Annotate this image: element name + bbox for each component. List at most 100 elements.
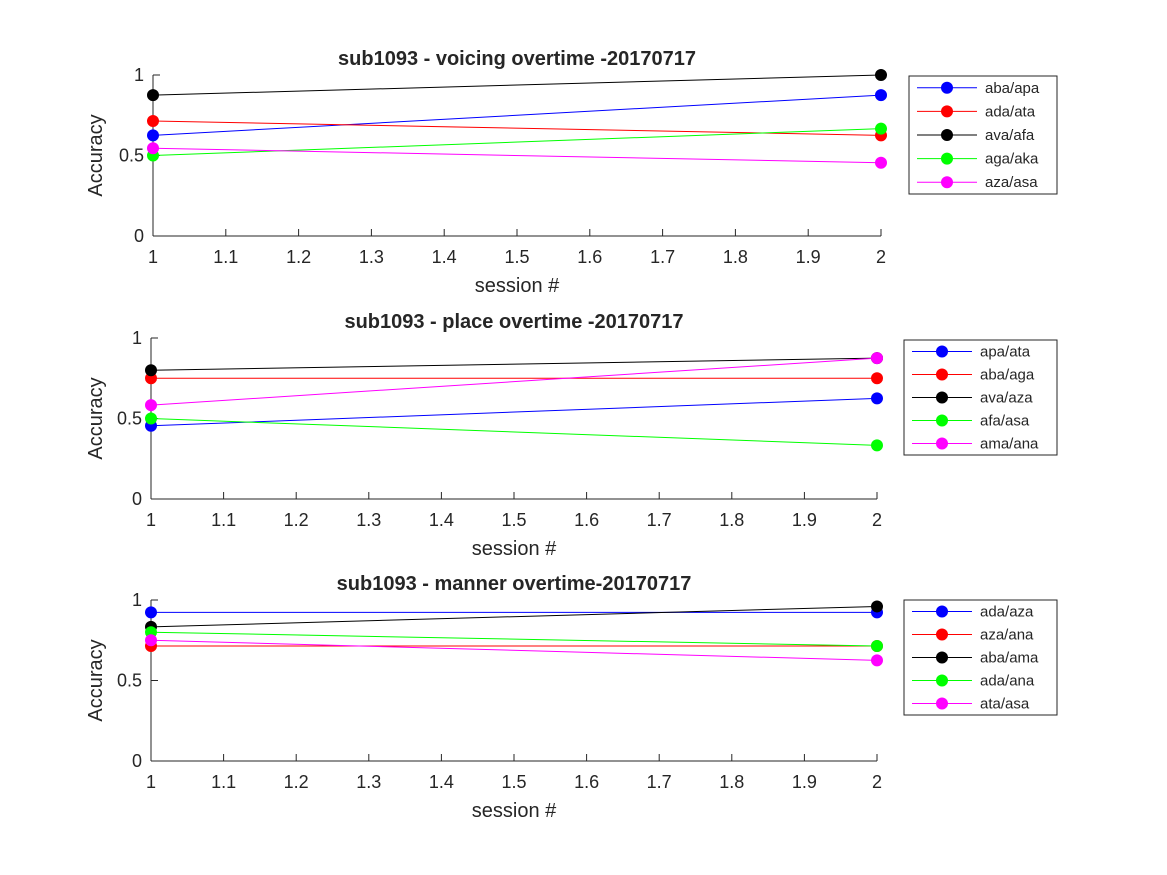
legend-label: aba/aga xyxy=(980,367,1035,384)
chart-title: sub1093 - voicing overtime -20170717 xyxy=(338,48,696,70)
series-line-ata/asa xyxy=(150,639,878,661)
series-line-aga/aka xyxy=(152,128,882,156)
data-point-afa/asa xyxy=(145,412,157,425)
x-tick-label: 1.5 xyxy=(501,772,526,792)
legend-label: ava/aza xyxy=(980,390,1033,407)
data-point-ada/aza xyxy=(145,606,157,619)
legend-swatch-marker xyxy=(936,651,948,664)
legend-label: ava/afa xyxy=(985,127,1035,144)
x-tick-label: 2 xyxy=(872,510,882,530)
chart-panel-2: 1 1.1 1.2 1.3 1.4 1.5 1.6 1.7 1.8 1.9 2 0 0.5 1 sub109… xyxy=(85,311,1058,560)
data-point-ata/asa xyxy=(145,634,157,647)
data-point-ada/ata xyxy=(147,115,159,128)
series-line-ada/ata xyxy=(152,120,882,136)
legend-swatch-marker xyxy=(941,176,953,189)
legend-swatch-marker xyxy=(936,674,948,687)
x-axis-label: session # xyxy=(475,275,560,297)
legend-swatch-marker xyxy=(941,152,953,165)
y-tick-label: 0.5 xyxy=(117,671,142,691)
x-tick-label: 1.9 xyxy=(792,510,817,530)
data-point-ata/asa xyxy=(871,654,883,667)
legend-swatch-marker xyxy=(936,628,948,641)
data-point-ama/ana xyxy=(145,399,157,412)
series-line-ada/ana xyxy=(150,631,878,647)
y-axis-label: Accuracy xyxy=(85,377,107,459)
chart-panel-1: 1 1.1 1.2 1.3 1.4 1.5 1.6 1.7 1.8 1.9 2 0 0.5 1 sub109… xyxy=(85,48,1058,297)
x-tick-label: 1.7 xyxy=(647,510,672,530)
legend-swatch-marker xyxy=(936,697,948,710)
legend-label: aga/aka xyxy=(985,151,1039,168)
data-point-ava/afa xyxy=(147,89,159,102)
legend-swatch-marker xyxy=(941,105,953,118)
chart-title: sub1093 - manner overtime-20170717 xyxy=(337,573,692,595)
y-tick-label: 0.5 xyxy=(119,146,144,166)
x-tick-label: 1.4 xyxy=(429,510,454,530)
data-point-ada/ana xyxy=(871,640,883,653)
legend-swatch-marker xyxy=(941,129,953,141)
data-point-ama/ana xyxy=(871,352,883,365)
y-tick-label: 0.5 xyxy=(117,409,142,429)
series-line-ava/afa xyxy=(152,74,882,96)
x-tick-label: 1.2 xyxy=(286,247,311,267)
legend-label: aba/apa xyxy=(985,80,1040,97)
x-tick-label: 1.3 xyxy=(356,772,381,792)
data-point-afa/asa xyxy=(871,439,883,452)
x-tick-label: 1.7 xyxy=(647,772,672,792)
chart-panel-3: 1 1.1 1.2 1.3 1.4 1.5 1.6 1.7 1.8 1.9 2 0 0.5 1 sub109… xyxy=(85,573,1058,822)
y-tick-label: 0 xyxy=(132,751,142,771)
x-tick-label: 1.1 xyxy=(211,772,236,792)
data-point-apa/ata xyxy=(871,392,883,405)
data-point-aga/aka xyxy=(875,122,887,135)
legend-label: ada/aza xyxy=(980,604,1034,621)
legend-label: ada/ana xyxy=(980,673,1035,690)
x-tick-label: 1.7 xyxy=(650,247,675,267)
x-tick-label: 1.6 xyxy=(574,772,599,792)
data-point-aba/aga xyxy=(871,372,883,385)
series-line-ama/ana xyxy=(150,357,878,406)
series-line-afa/asa xyxy=(150,418,878,446)
legend-swatch-marker xyxy=(941,81,953,94)
legend-label: ada/ata xyxy=(985,103,1036,120)
x-tick-label: 1 xyxy=(146,772,156,792)
x-tick-label: 1 xyxy=(148,247,158,267)
legend-swatch-marker xyxy=(936,605,948,618)
legend-label: ata/asa xyxy=(980,696,1030,713)
legend-swatch-marker xyxy=(936,414,948,427)
data-point-aba/apa xyxy=(875,89,887,102)
x-tick-label: 1.1 xyxy=(213,247,238,267)
x-tick-label: 1.6 xyxy=(577,247,602,267)
x-tick-label: 1.8 xyxy=(719,772,744,792)
y-tick-label: 1 xyxy=(134,65,144,85)
data-point-aba/apa xyxy=(147,129,159,142)
x-tick-label: 1.1 xyxy=(211,510,236,530)
legend-label: aza/asa xyxy=(985,174,1038,191)
legend-label: afa/asa xyxy=(980,413,1030,430)
y-tick-label: 1 xyxy=(132,590,142,610)
x-tick-label: 1.9 xyxy=(792,772,817,792)
series-line-aza/asa xyxy=(152,147,882,164)
data-point-aba/ama xyxy=(871,600,883,613)
x-tick-label: 1.8 xyxy=(723,247,748,267)
x-tick-label: 1.2 xyxy=(284,772,309,792)
data-point-ava/aza xyxy=(145,364,157,377)
y-tick-label: 0 xyxy=(132,489,142,509)
x-axis-label: session # xyxy=(472,538,557,560)
legend-label: apa/ata xyxy=(980,344,1031,361)
legend-label: aza/ana xyxy=(980,627,1034,644)
data-point-aza/asa xyxy=(147,142,159,155)
legend-swatch-marker xyxy=(936,345,948,358)
x-tick-label: 1.8 xyxy=(719,510,744,530)
y-axis-label: Accuracy xyxy=(85,639,107,721)
x-tick-label: 1 xyxy=(146,510,156,530)
x-tick-label: 1.9 xyxy=(796,247,821,267)
x-tick-label: 1.5 xyxy=(501,510,526,530)
x-tick-label: 1.5 xyxy=(504,247,529,267)
x-tick-label: 2 xyxy=(872,772,882,792)
x-tick-label: 1.4 xyxy=(429,772,454,792)
legend-label: aba/ama xyxy=(980,650,1039,667)
legend-label: ama/ana xyxy=(980,436,1039,453)
y-tick-label: 1 xyxy=(132,328,142,348)
legend-swatch-marker xyxy=(936,391,948,404)
x-tick-label: 1.6 xyxy=(574,510,599,530)
legend-swatch-marker xyxy=(936,368,948,381)
